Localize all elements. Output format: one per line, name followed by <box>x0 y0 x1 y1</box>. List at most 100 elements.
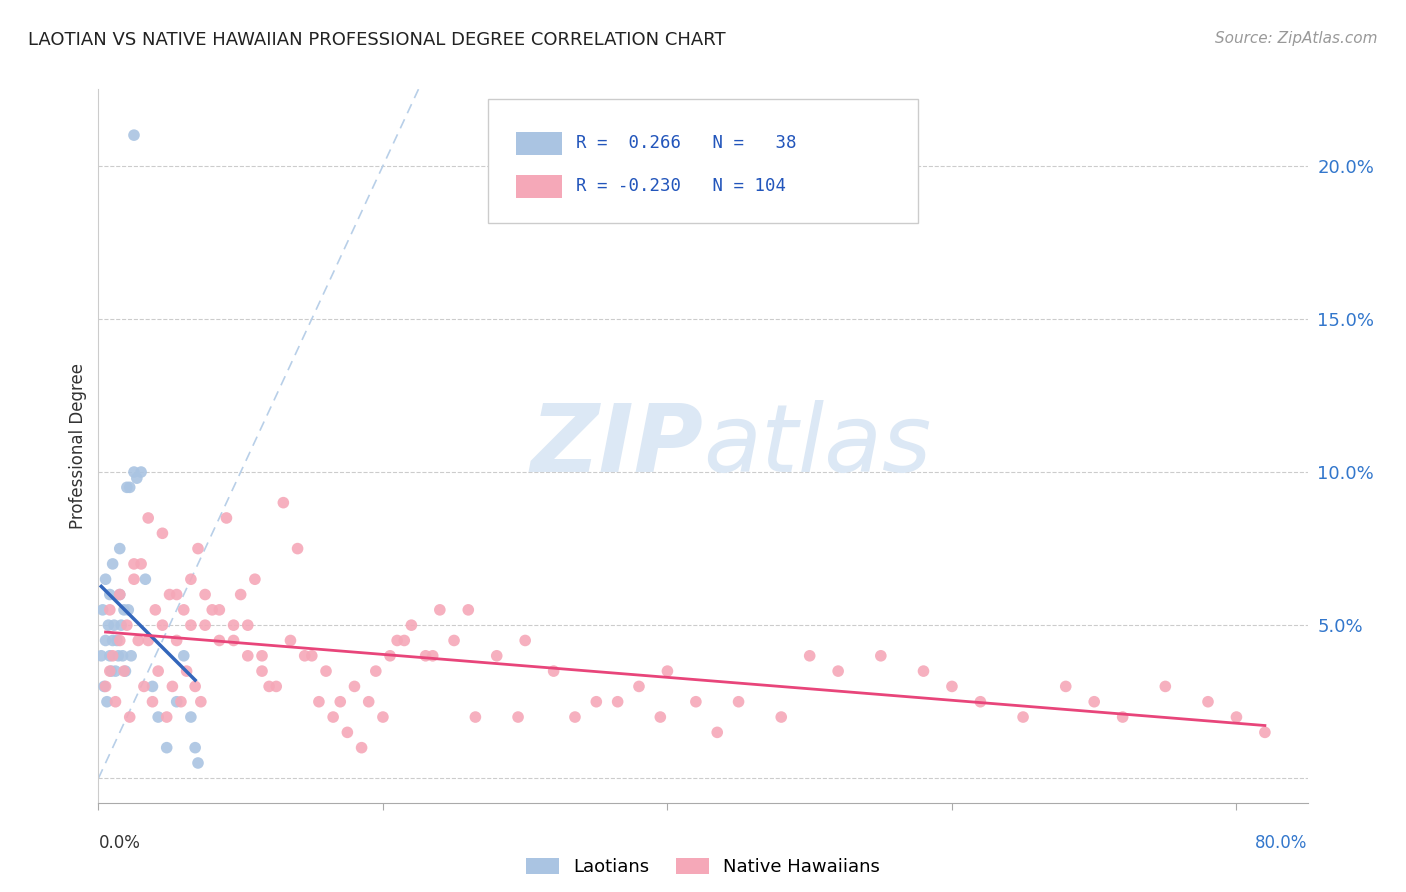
Point <box>229 588 252 602</box>
Point <box>1054 680 1077 694</box>
Point <box>166 633 188 648</box>
Point <box>194 588 217 602</box>
Point <box>134 572 156 586</box>
Point <box>136 633 159 648</box>
Point <box>201 603 224 617</box>
Point <box>364 664 387 678</box>
Point <box>401 618 423 632</box>
Point <box>969 695 991 709</box>
Point <box>166 695 188 709</box>
Point <box>257 680 280 694</box>
Point <box>222 633 245 648</box>
Point <box>108 633 131 648</box>
Point <box>156 710 179 724</box>
Point <box>564 710 586 724</box>
Point <box>108 541 131 556</box>
Point <box>114 664 136 678</box>
Point <box>287 541 309 556</box>
Point <box>415 648 437 663</box>
Text: ZIP: ZIP <box>530 400 703 492</box>
Point <box>118 480 141 494</box>
Point <box>105 633 128 648</box>
Point <box>93 680 115 694</box>
Point <box>506 710 529 724</box>
Point <box>443 633 465 648</box>
Point <box>162 680 184 694</box>
Point <box>329 695 352 709</box>
Point <box>315 664 337 678</box>
Point <box>236 648 259 663</box>
Point <box>156 740 179 755</box>
Point <box>104 695 127 709</box>
Point <box>243 572 266 586</box>
Point <box>322 710 344 724</box>
Point <box>170 695 193 709</box>
Point <box>1083 695 1105 709</box>
Point <box>173 603 195 617</box>
Point <box>132 680 155 694</box>
Point <box>485 648 508 663</box>
Point <box>215 511 238 525</box>
Text: R =  0.266   N =   38: R = 0.266 N = 38 <box>576 134 797 152</box>
Point <box>122 465 145 479</box>
Point <box>108 588 131 602</box>
Point <box>101 557 124 571</box>
Point <box>273 496 295 510</box>
Point <box>96 695 118 709</box>
Point <box>222 618 245 632</box>
Point <box>180 710 202 724</box>
Point <box>120 648 142 663</box>
Point <box>343 680 366 694</box>
Point <box>827 664 849 678</box>
Point <box>118 710 141 724</box>
Point <box>650 710 672 724</box>
Point <box>706 725 728 739</box>
Point <box>429 603 451 617</box>
Point <box>173 648 195 663</box>
Point <box>912 664 935 678</box>
Point <box>190 695 212 709</box>
Point <box>112 603 135 617</box>
Point <box>146 710 169 724</box>
Text: 80.0%: 80.0% <box>1256 834 1308 852</box>
Point <box>117 603 139 617</box>
Point <box>799 648 821 663</box>
Point <box>127 633 149 648</box>
Point <box>98 588 121 602</box>
Point <box>336 725 359 739</box>
FancyBboxPatch shape <box>516 175 561 198</box>
Point <box>112 664 135 678</box>
Point <box>301 648 323 663</box>
Y-axis label: Professional Degree: Professional Degree <box>69 363 87 529</box>
Point <box>543 664 565 678</box>
Point <box>394 633 416 648</box>
Point <box>159 588 181 602</box>
Point <box>727 695 749 709</box>
Point <box>1197 695 1219 709</box>
Point <box>515 633 537 648</box>
Point <box>350 740 373 755</box>
Point <box>141 680 163 694</box>
Point <box>115 480 138 494</box>
Point <box>627 680 650 694</box>
Point <box>111 648 134 663</box>
Point <box>308 695 330 709</box>
Point <box>94 680 117 694</box>
Point <box>357 695 380 709</box>
Point <box>146 664 169 678</box>
Point <box>371 710 394 724</box>
Point <box>264 680 287 694</box>
Point <box>94 633 117 648</box>
Point <box>97 618 120 632</box>
Point <box>180 618 202 632</box>
Point <box>194 618 217 632</box>
Text: LAOTIAN VS NATIVE HAWAIIAN PROFESSIONAL DEGREE CORRELATION CHART: LAOTIAN VS NATIVE HAWAIIAN PROFESSIONAL … <box>28 31 725 49</box>
Point <box>378 648 401 663</box>
Point <box>115 618 138 632</box>
Point <box>1254 725 1277 739</box>
Point <box>294 648 316 663</box>
Text: 0.0%: 0.0% <box>98 834 141 852</box>
Point <box>100 664 122 678</box>
Point <box>101 648 124 663</box>
Point <box>122 128 145 143</box>
